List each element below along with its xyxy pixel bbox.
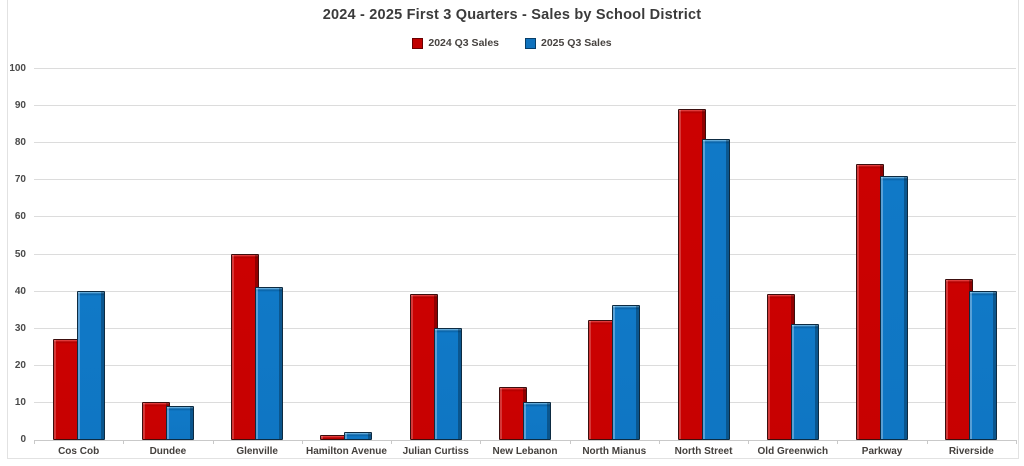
bar-2025-glenville <box>255 286 284 440</box>
gridline-30 <box>34 327 1016 329</box>
x-axis-tick <box>391 440 393 444</box>
bar-2025-old-greenwich <box>790 324 819 440</box>
chart-title: 2024 - 2025 First 3 Quarters - Sales by … <box>322 7 702 23</box>
category-label-old-greenwich: Old Greenwich <box>757 446 829 457</box>
bar-2025-cos-cob <box>76 290 105 440</box>
y-tick-label-90: 90 <box>14 100 26 112</box>
x-axis-tick <box>34 440 35 444</box>
x-axis-tick <box>1016 440 1017 444</box>
y-tick-label-40: 40 <box>14 285 26 297</box>
y-tick-label-60: 60 <box>14 211 26 223</box>
x-axis-tick <box>123 440 125 444</box>
bar-2025-new-lebanon <box>523 401 551 440</box>
category-label-cos-cob: Cos Cob <box>58 446 100 457</box>
legend-item-2024: 2024 Q3 Sales <box>412 37 499 49</box>
category-label-riverside: Riverside <box>948 446 994 457</box>
bar-2024-glenville <box>231 253 260 440</box>
gridline-100 <box>34 68 1016 69</box>
gridline-20 <box>34 364 1016 366</box>
y-tick-label-50: 50 <box>14 248 26 260</box>
bar-2025-julian-curtiss <box>433 327 462 440</box>
legend-item-2025: 2025 Q3 Sales <box>525 37 612 49</box>
y-tick-label-70: 70 <box>14 174 26 186</box>
gridline-60 <box>34 216 1016 218</box>
y-tick-label-10: 10 <box>14 396 26 408</box>
gridline-80 <box>34 142 1016 144</box>
category-label-hamilton-avenue: Hamilton Avenue <box>305 446 387 457</box>
gridline-40 <box>34 290 1016 292</box>
gridline-90 <box>34 105 1016 107</box>
category-label-glenville: Glenville <box>236 446 278 457</box>
x-axis-tick <box>926 440 928 444</box>
bar-2025-north-mianus <box>612 305 641 440</box>
y-tick-label-0: 0 <box>20 434 26 445</box>
category-label-north-mianus: North Mianus <box>582 446 647 457</box>
bar-2024-new-lebanon <box>499 387 527 440</box>
x-axis-tick <box>301 440 303 444</box>
bar-2025-riverside <box>969 290 998 440</box>
category-label-new-lebanon: New Lebanon <box>492 446 558 457</box>
y-tick-label-30: 30 <box>14 322 26 334</box>
bar-2024-cos-cob <box>52 338 81 440</box>
x-axis-tick <box>569 440 571 444</box>
x-axis-tick <box>748 440 750 444</box>
x-axis-tick <box>480 440 482 444</box>
legend-label-2025: 2025 Q3 Sales <box>541 37 612 49</box>
y-tick-label-20: 20 <box>14 359 26 371</box>
bar-2025-north-street <box>701 138 730 440</box>
bar-2025-parkway <box>880 175 909 440</box>
y-tick-label-100: 100 <box>9 63 26 74</box>
y-tick-label-80: 80 <box>14 137 26 149</box>
x-axis-tick <box>658 440 660 444</box>
plot-area <box>34 68 1017 444</box>
category-label-parkway: Parkway <box>861 446 903 457</box>
category-label-north-street: North Street <box>674 446 733 457</box>
legend-swatch-2024 <box>412 37 424 49</box>
legend-label-2024: 2024 Q3 Sales <box>428 37 499 49</box>
gridline-70 <box>34 179 1016 181</box>
legend: 2024 Q3 Sales 2025 Q3 Sales <box>0 37 1024 49</box>
category-label-julian-curtiss: Julian Curtiss <box>402 446 469 457</box>
bar-2025-hamilton-avenue <box>344 431 373 440</box>
x-axis-tick <box>212 440 214 444</box>
gridline-50 <box>34 253 1016 255</box>
bar-2025-dundee <box>165 405 194 440</box>
x-axis-tick <box>837 440 839 444</box>
category-label-dundee: Dundee <box>149 446 187 457</box>
x-axis-line <box>34 440 1016 441</box>
legend-swatch-2025 <box>525 37 536 49</box>
